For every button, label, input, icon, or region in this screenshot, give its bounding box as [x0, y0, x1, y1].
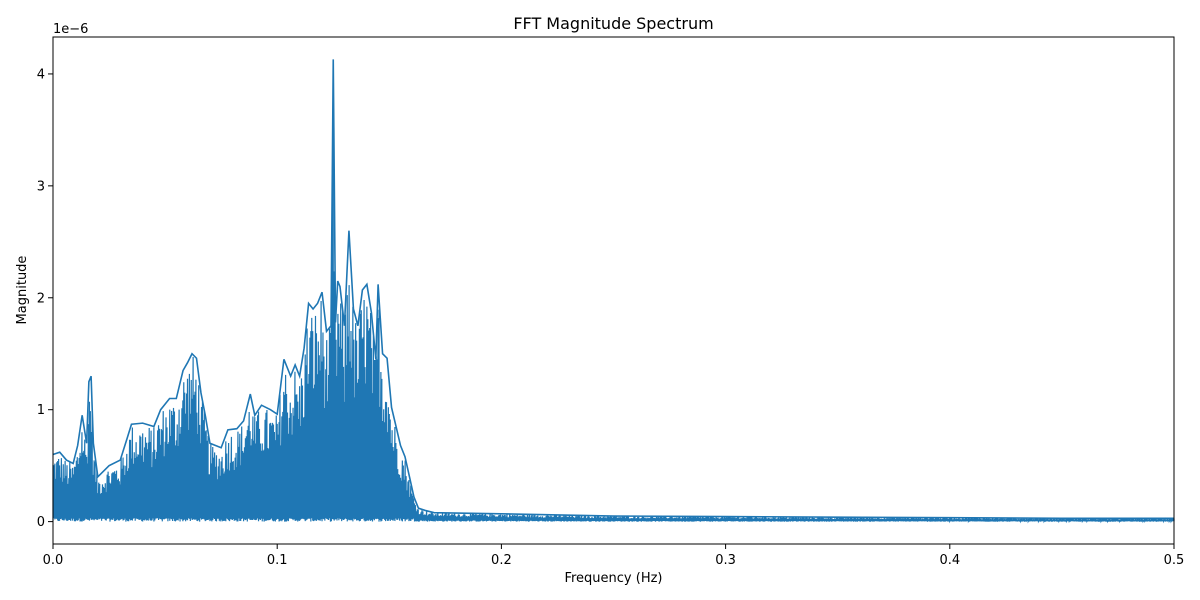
y-tick-label: 1: [37, 403, 45, 418]
series-layer: [52, 59, 1175, 524]
y-tick-label: 4: [37, 67, 45, 82]
series-envelope: [52, 59, 1174, 520]
y-scale-label: 1e−6: [53, 22, 88, 37]
x-axis: 0.0 0.1 0.2 0.3 0.4 0.5: [43, 544, 1185, 568]
x-tick-label: 0.1: [267, 553, 288, 568]
x-tick-label: 0.2: [491, 553, 512, 568]
series-line: [52, 83, 1175, 524]
y-tick-label: 2: [37, 291, 45, 306]
y-axis: 0 1 2 3 4: [37, 67, 53, 530]
y-tick-label: 0: [37, 515, 45, 530]
x-tick-label: 0.5: [1164, 553, 1185, 568]
y-tick-label: 3: [37, 179, 45, 194]
x-tick-label: 0.3: [715, 553, 736, 568]
x-tick-label: 0.4: [939, 553, 960, 568]
y-axis-label: Magnitude: [15, 256, 30, 325]
plot-frame: [52, 36, 1175, 545]
chart-title: FFT Magnitude Spectrum: [513, 14, 713, 33]
x-axis-label: Frequency (Hz): [564, 571, 662, 586]
x-tick-label: 0.0: [43, 553, 64, 568]
